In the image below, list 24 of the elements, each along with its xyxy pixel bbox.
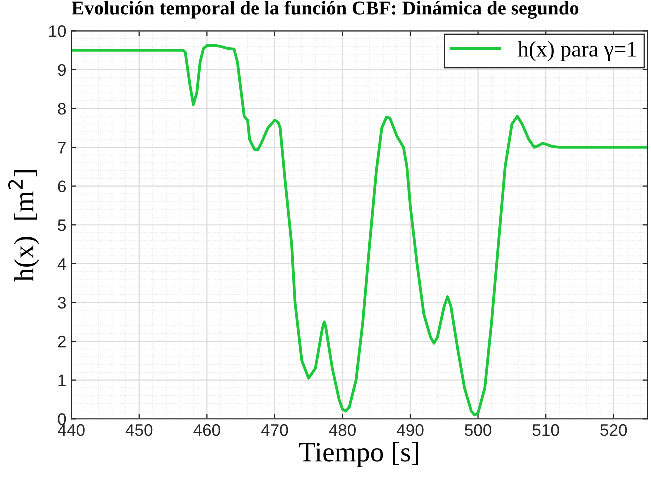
chart-title: Evolución temporal de la función CBF: Dinámica de segundo [72, 0, 579, 19]
x-tick-label: 520 [600, 424, 628, 436]
legend-label: h(x) para γ=1 [518, 41, 636, 62]
y-tick-label: 2 [58, 336, 66, 348]
y-tick-label: 8 [58, 103, 66, 115]
x-tick-label: 450 [126, 424, 153, 436]
x-tick-label: 480 [329, 424, 356, 436]
x-tick-label: 510 [532, 424, 560, 436]
y-tick-label: 0 [58, 414, 66, 426]
y-tick-label: 9 [58, 64, 66, 76]
y-axis-title: h(x) [m$^{2}$] [8, 170, 40, 282]
y-tick-label: 7 [58, 142, 66, 154]
x-axis-title: Tiempo [s] [299, 442, 418, 468]
y-tick-label: 1 [58, 374, 66, 386]
x-tick-label: 460 [194, 424, 220, 436]
y-tick-label: 10 [49, 26, 66, 38]
x-tick-label: 490 [396, 424, 424, 436]
y-tick-label: 3 [58, 297, 66, 309]
x-tick-label: 470 [261, 424, 288, 436]
y-tick-label: 5 [58, 220, 66, 232]
y-tick-label: 4 [58, 258, 66, 270]
y-tick-label: 6 [58, 180, 66, 193]
x-tick-label: 440 [58, 424, 85, 436]
x-tick-label: 500 [465, 424, 492, 436]
